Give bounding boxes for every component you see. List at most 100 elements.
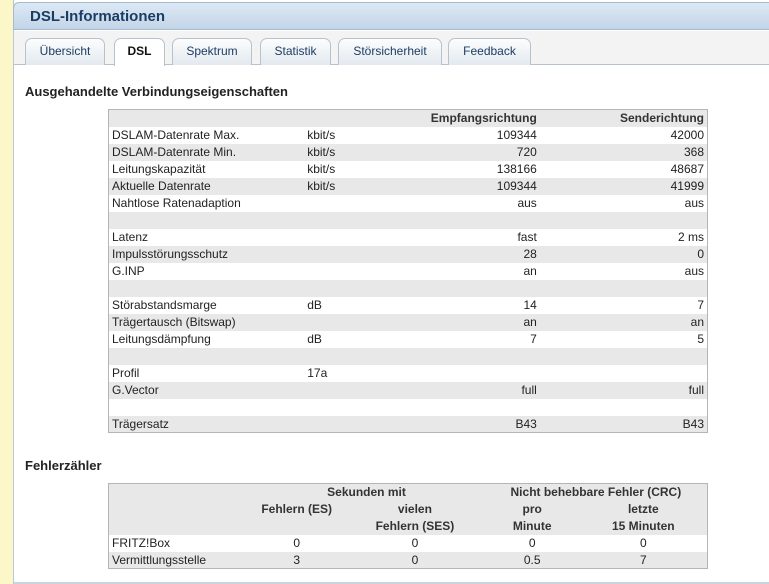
row-unit bbox=[304, 347, 404, 365]
table-row: Trägersatz B43 B43 bbox=[108, 415, 708, 433]
tab-statistik[interactable]: Statistik bbox=[260, 38, 331, 65]
row-tx: aus bbox=[684, 196, 704, 210]
bottom-divider bbox=[14, 582, 769, 584]
row-tx: an bbox=[539, 313, 708, 331]
row-label bbox=[108, 211, 305, 229]
row-label: FRITZ!Box bbox=[112, 536, 171, 550]
row-unit bbox=[304, 313, 404, 331]
section-title-connection: Ausgehandelte Verbindungseigenschaften bbox=[25, 84, 288, 99]
row-tx: 5 bbox=[697, 332, 704, 346]
row-unit bbox=[304, 263, 404, 280]
table-row: Leitungsdämpfung dB 7 5 bbox=[109, 331, 708, 348]
row-unit bbox=[304, 245, 404, 263]
row-tx bbox=[540, 365, 708, 382]
row-label: G.INP bbox=[112, 264, 145, 278]
table-row: Störabstandsmarge dB 14 7 bbox=[109, 297, 708, 314]
row-tx bbox=[539, 279, 708, 297]
row-tx: 368 bbox=[539, 143, 708, 161]
row-unit: kbit/s bbox=[304, 143, 404, 161]
row-label bbox=[108, 279, 305, 297]
table-row: Trägertausch (Bitswap) an an bbox=[108, 313, 708, 331]
tab-dsl[interactable]: DSL bbox=[114, 38, 165, 66]
table-row: Vermittlungsstelle 3 0 0.5 7 bbox=[108, 551, 708, 569]
row-per-minute: 0.5 bbox=[484, 551, 580, 569]
row-rx: full bbox=[403, 381, 540, 399]
row-last15: 7 bbox=[579, 551, 708, 569]
row-rx: an bbox=[403, 313, 540, 331]
row-unit bbox=[304, 415, 404, 433]
col-header-last15-line1: letzte bbox=[579, 500, 708, 518]
row-rx: 109344 bbox=[403, 177, 540, 195]
group-header-crc: Nicht behebbare Fehler (CRC) bbox=[484, 483, 708, 501]
row-label: Aktuelle Datenrate bbox=[108, 177, 305, 195]
window-titlebar: DSL-Informationen bbox=[13, 2, 769, 30]
table-row: Leitungskapazität kbit/s 138166 48687 bbox=[109, 161, 708, 178]
row-label: Trägersatz bbox=[108, 415, 305, 433]
row-unit bbox=[304, 399, 404, 416]
row-label: Profil bbox=[112, 366, 140, 380]
row-unit bbox=[304, 279, 404, 297]
row-rx: 109344 bbox=[496, 128, 537, 142]
row-unit: kbit/s bbox=[307, 128, 336, 142]
row-unit: dB bbox=[307, 332, 322, 346]
table-row: DSLAM-Datenrate Min. kbit/s 720 368 bbox=[108, 143, 708, 161]
row-label: Leitungsdämpfung bbox=[112, 332, 211, 346]
col-header-es: Fehlern (ES) bbox=[248, 500, 346, 518]
row-ses: 0 bbox=[345, 551, 485, 569]
row-rx: 14 bbox=[523, 298, 537, 312]
row-last15: 0 bbox=[639, 536, 647, 550]
row-tx bbox=[539, 347, 708, 365]
tab-uebersicht[interactable]: Übersicht bbox=[25, 38, 105, 65]
col-header-last15-line2: 15 Minuten bbox=[579, 517, 708, 535]
row-label: Latenz bbox=[112, 230, 149, 244]
row-label: Impulsstörungsschutz bbox=[108, 245, 305, 263]
row-rx bbox=[403, 347, 540, 365]
row-es: 0 bbox=[293, 536, 301, 550]
row-tx: 42000 bbox=[670, 128, 704, 142]
row-label: G.Vector bbox=[108, 381, 305, 399]
table-header-row: Fehlern (SES) Minute 15 Minuten bbox=[108, 517, 708, 535]
row-tx: 2 ms bbox=[677, 230, 704, 244]
row-unit bbox=[304, 381, 404, 399]
tab-spektrum[interactable]: Spektrum bbox=[172, 38, 252, 65]
table-row: Impulsstörungsschutz 28 0 bbox=[108, 245, 708, 263]
table-row: G.INP an aus bbox=[109, 263, 708, 280]
col-header-per-minute-line1: pro bbox=[484, 500, 580, 518]
row-label: DSLAM-Datenrate Min. bbox=[108, 143, 305, 161]
row-label bbox=[108, 347, 305, 365]
row-rx: B43 bbox=[403, 415, 540, 433]
table-row: G.Vector full full bbox=[108, 381, 708, 399]
tab-feedback[interactable]: Feedback bbox=[448, 38, 531, 65]
row-rx: 138166 bbox=[496, 162, 537, 176]
row-rx: 720 bbox=[403, 143, 540, 161]
row-label: Trägertausch (Bitswap) bbox=[108, 313, 305, 331]
row-tx: aus bbox=[684, 264, 704, 278]
row-rx bbox=[403, 211, 540, 229]
connection-table: Empfangsrichtung Senderichtung DSLAM-Dat… bbox=[108, 109, 708, 433]
row-unit bbox=[304, 229, 404, 246]
table-spacer-row bbox=[108, 347, 708, 365]
row-tx: 48687 bbox=[670, 162, 704, 176]
group-header-seconds: Sekunden mit bbox=[248, 483, 485, 501]
row-unit bbox=[304, 195, 404, 212]
row-es: 3 bbox=[248, 551, 346, 569]
row-label: Leitungskapazität bbox=[112, 162, 206, 176]
table-header-row: Sekunden mit Nicht behebbare Fehler (CRC… bbox=[108, 483, 708, 501]
row-label: Nahtlose Ratenadaption bbox=[112, 196, 241, 210]
row-rx bbox=[404, 399, 540, 416]
col-header-send: Senderichtung bbox=[539, 109, 708, 127]
row-label: Störabstandsmarge bbox=[112, 298, 217, 312]
table-row: FRITZ!Box 0 0 0 0 bbox=[109, 535, 708, 552]
tab-stoersicherheit[interactable]: Störsicherheit bbox=[338, 38, 442, 65]
col-header-receive: Empfangsrichtung bbox=[403, 109, 540, 127]
table-row: Aktuelle Datenrate kbit/s 109344 41999 bbox=[108, 177, 708, 195]
table-spacer-row bbox=[108, 211, 708, 229]
row-tx: full bbox=[539, 381, 708, 399]
error-counter-table: Sekunden mit Nicht behebbare Fehler (CRC… bbox=[108, 483, 708, 569]
row-rx: aus bbox=[517, 196, 537, 210]
col-header-per-minute-line2: Minute bbox=[484, 517, 580, 535]
row-unit: dB bbox=[307, 298, 322, 312]
table-row: Nahtlose Ratenadaption aus aus bbox=[109, 195, 708, 212]
row-per-minute: 0 bbox=[528, 536, 536, 550]
table-header-row: Empfangsrichtung Senderichtung bbox=[108, 109, 708, 127]
